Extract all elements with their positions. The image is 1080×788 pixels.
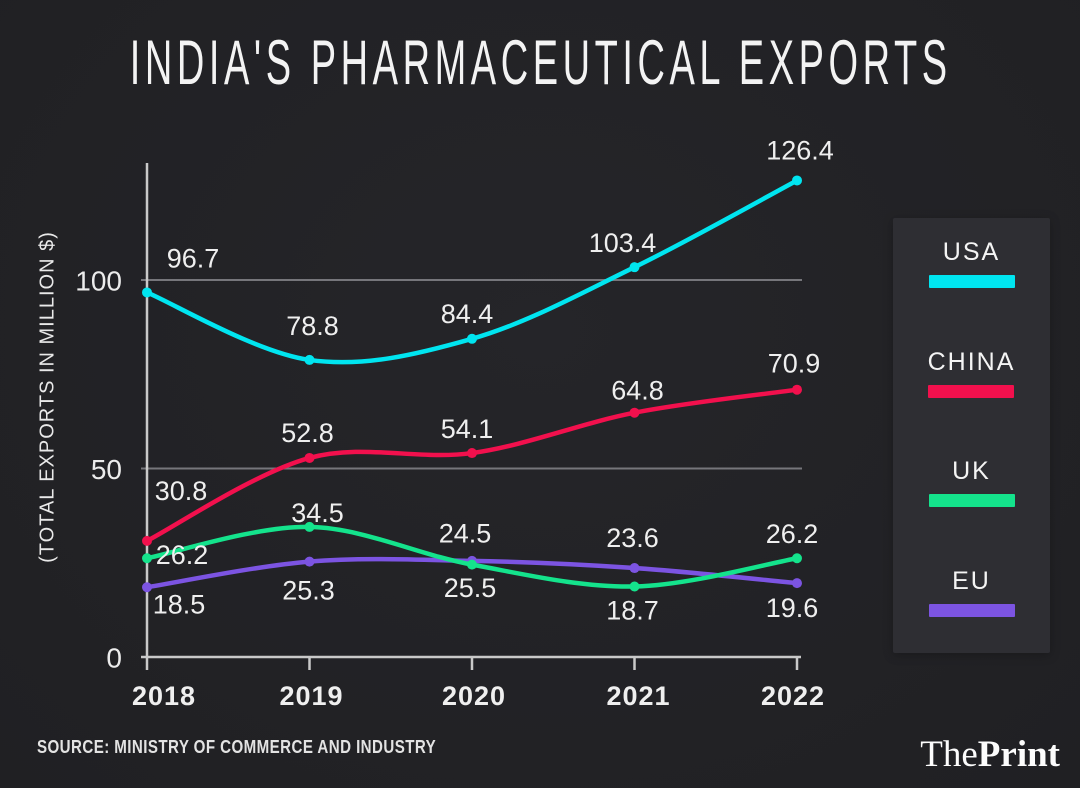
data-label-usa-2020: 84.4 (441, 299, 494, 329)
series-point-china-2018 (142, 535, 152, 546)
series-point-eu-2022 (792, 578, 802, 589)
y-tick-label-50: 50 (91, 454, 122, 485)
series-point-usa-2018 (142, 287, 152, 298)
series-point-usa-2022 (792, 175, 802, 186)
series-point-usa-2020 (467, 333, 477, 344)
data-label-china-2019: 52.8 (281, 418, 334, 448)
data-label-china-2022: 70.9 (768, 349, 821, 379)
data-label-uk-2020: 24.5 (439, 519, 492, 549)
legend-swatch-eu (928, 603, 1015, 617)
x-tick-label-2022: 2022 (761, 681, 825, 711)
series-point-uk-2018 (142, 553, 152, 564)
series-point-usa-2019 (304, 354, 315, 365)
legend-item-usa: USA (928, 238, 1015, 288)
series-point-china-2019 (304, 452, 315, 463)
legend-swatch-uk (928, 494, 1015, 508)
data-label-eu-2022: 19.6 (766, 593, 819, 623)
series-point-uk-2021 (629, 581, 640, 592)
data-label-china-2021: 64.8 (611, 376, 664, 406)
series-point-uk-2019 (304, 521, 315, 532)
series-point-usa-2021 (629, 262, 640, 273)
series-point-eu-2018 (142, 582, 152, 593)
x-tick-label-2018: 2018 (132, 681, 196, 711)
data-label-china-2018: 30.8 (155, 476, 208, 506)
x-tick-label-2021: 2021 (606, 681, 670, 711)
theprint-logo-the: The (920, 734, 978, 775)
data-label-usa-2018: 96.7 (167, 243, 220, 273)
series-point-eu-2019 (304, 556, 315, 567)
legend-label-uk: UK (952, 457, 991, 486)
data-label-uk-2019: 34.5 (291, 498, 344, 528)
data-label-usa-2022: 126.4 (766, 135, 834, 165)
series-point-china-2022 (792, 384, 802, 395)
x-tick-label-2019: 2019 (279, 681, 343, 711)
legend-swatch-usa (928, 275, 1015, 288)
series-point-eu-2021 (629, 563, 640, 574)
legend-swatch-china (928, 384, 1015, 398)
data-label-eu-2021: 23.6 (606, 523, 659, 553)
x-tick-label-2020: 2020 (442, 681, 506, 711)
source-note: SOURCE: MINISTRY OF COMMERCE AND INDUSTR… (37, 737, 512, 758)
data-label-eu-2019: 25.3 (282, 576, 335, 606)
data-label-usa-2021: 103.4 (589, 228, 657, 258)
legend: USA CHINA UK EU (893, 218, 1050, 653)
page-title: INDIA'S PHARMACEUTICAL EXPORTS (0, 26, 1080, 98)
legend-item-china: CHINA (928, 348, 1016, 398)
data-label-usa-2019: 78.8 (286, 311, 339, 341)
theprint-logo-print: Print (977, 734, 1060, 775)
data-label-china-2020: 54.1 (441, 414, 494, 444)
legend-label-china: CHINA (927, 347, 1016, 376)
page-title-text: INDIA'S PHARMACEUTICAL EXPORTS (129, 27, 952, 98)
y-tick-label-0: 0 (106, 643, 122, 674)
theprint-logo: ThePrint (920, 733, 1060, 776)
legend-label-usa: USA (942, 238, 1001, 266)
data-label-uk-2022: 26.2 (766, 519, 819, 549)
legend-item-eu: EU (928, 566, 1015, 617)
legend-label-eu: EU (952, 566, 991, 595)
series-point-uk-2020 (467, 559, 477, 570)
legend-item-uk: UK (928, 457, 1015, 508)
y-tick-label-100: 100 (75, 266, 122, 297)
data-label-eu-2020: 25.5 (444, 573, 497, 603)
data-label-uk-2018: 26.2 (156, 540, 209, 570)
series-point-uk-2022 (792, 553, 802, 564)
data-label-uk-2021: 18.7 (606, 596, 659, 626)
series-point-china-2020 (467, 448, 477, 459)
series-point-china-2021 (629, 407, 640, 418)
source-note-text: SOURCE: MINISTRY OF COMMERCE AND INDUSTR… (37, 737, 437, 757)
data-label-eu-2018: 18.5 (153, 589, 206, 619)
